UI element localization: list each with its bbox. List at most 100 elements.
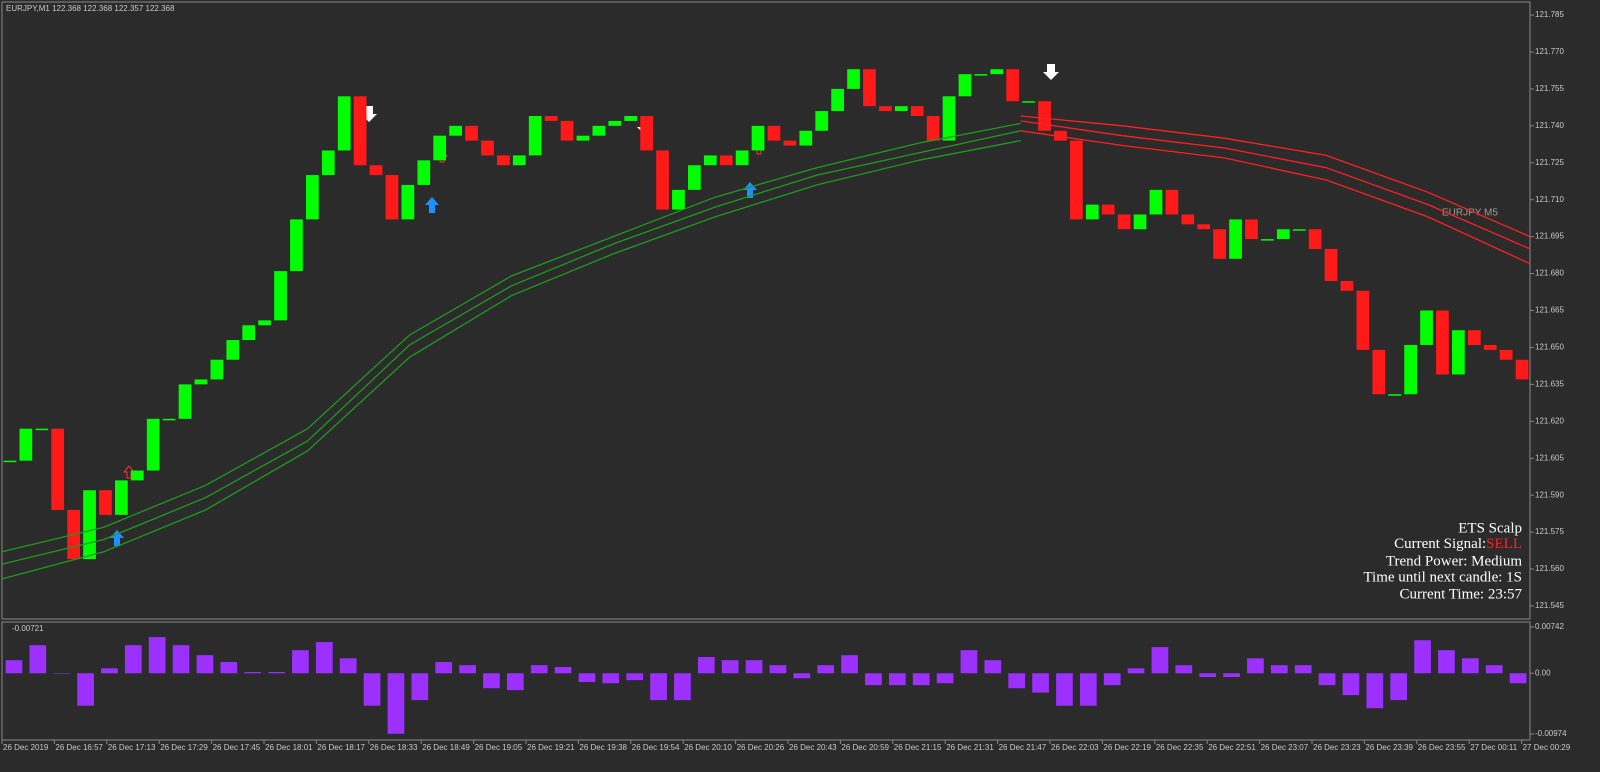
x-tick-label: 26 Dec 20:10 xyxy=(684,743,732,752)
y-tick-label: 121.590 xyxy=(1535,490,1564,499)
candle xyxy=(560,120,574,141)
candle xyxy=(1133,214,1147,230)
plot: 121.785 121.770 121.755 121.740 121.725 121.7… xyxy=(1,10,1571,752)
histogram-bar xyxy=(530,665,548,674)
histogram-bar xyxy=(1509,673,1527,684)
candle xyxy=(528,115,542,156)
histogram-bar xyxy=(769,665,787,674)
candle xyxy=(19,428,33,461)
histogram-bar xyxy=(626,673,644,681)
histogram-bar xyxy=(244,672,262,674)
candle xyxy=(910,106,924,116)
candle xyxy=(1436,310,1449,375)
sub-panel-frame xyxy=(1,621,1531,741)
candle xyxy=(1276,229,1290,240)
histogram-bar xyxy=(1414,640,1431,674)
y-tick-label: -0.00974 xyxy=(1535,729,1567,738)
panel-name: ETS Scalp xyxy=(1458,520,1522,536)
candle xyxy=(672,189,685,210)
moving-average xyxy=(1,122,1021,553)
histogram-bar xyxy=(1461,658,1479,674)
candle xyxy=(1165,189,1179,215)
histogram-bar xyxy=(888,673,906,686)
histogram-bar xyxy=(602,673,620,684)
candle xyxy=(767,125,781,141)
y-tick-label: 121.560 xyxy=(1535,564,1564,573)
histogram-bar xyxy=(721,660,739,674)
candle xyxy=(751,125,765,151)
buy-arrow xyxy=(425,197,439,213)
candle xyxy=(640,115,653,151)
buy-arrow xyxy=(110,530,124,546)
candle xyxy=(1420,310,1433,345)
histogram-bar xyxy=(339,658,357,674)
histogram-bar xyxy=(483,673,500,689)
candle xyxy=(481,140,494,156)
candle xyxy=(417,160,431,185)
x-tick-label: 26 Dec 19:21 xyxy=(527,743,575,752)
candle xyxy=(942,96,956,141)
x-tick-label: 26 Dec 21:15 xyxy=(894,743,942,752)
y-tick-label: 121.620 xyxy=(1535,416,1564,425)
candle xyxy=(703,155,717,166)
candle xyxy=(1245,219,1258,240)
histogram-bar xyxy=(411,673,429,701)
candle xyxy=(1022,101,1035,103)
histogram-bar xyxy=(1032,673,1049,693)
y-tick-label: 121.665 xyxy=(1535,306,1564,315)
histogram-bar xyxy=(865,673,882,686)
candle xyxy=(1213,229,1226,259)
histogram-bar xyxy=(1366,673,1384,709)
oscillator-title: -0.00721 xyxy=(12,624,44,633)
candle xyxy=(258,320,271,326)
overlay-label: EURJPY M5 xyxy=(1442,208,1498,219)
candle xyxy=(958,74,972,97)
candle xyxy=(926,115,940,141)
histogram-bar xyxy=(1390,673,1408,701)
histogram-bar xyxy=(1151,647,1169,674)
y-tick-label: 121.650 xyxy=(1535,343,1564,352)
histogram-bar xyxy=(363,673,381,706)
signal-label: Current Signal: xyxy=(1394,536,1486,552)
candle xyxy=(1324,248,1338,281)
candle xyxy=(178,384,192,419)
histogram-bar xyxy=(1127,668,1145,674)
histogram-bar xyxy=(220,662,238,674)
y-tick-label: 121.710 xyxy=(1535,195,1564,204)
histogram-bar xyxy=(1294,665,1312,674)
histogram-bar xyxy=(984,660,1002,674)
histogram-bar xyxy=(554,667,572,674)
candle xyxy=(688,165,701,190)
candle xyxy=(1499,349,1513,360)
histogram-bar xyxy=(650,673,667,701)
candle xyxy=(624,115,638,121)
candle xyxy=(1101,204,1115,215)
signal-value: SELL xyxy=(1486,536,1522,552)
histogram-bar xyxy=(5,660,23,674)
histogram-bar xyxy=(459,665,476,674)
x-tick-label: 26 Dec 19:38 xyxy=(579,743,627,752)
histogram-bar xyxy=(1223,673,1240,678)
histogram-bar xyxy=(817,665,835,674)
histogram-bar xyxy=(101,668,118,674)
panel-signal: Current Signal:SELL xyxy=(1394,536,1522,552)
candle xyxy=(719,155,733,166)
candle xyxy=(210,359,224,380)
x-tick-label: 26 Dec 23:55 xyxy=(1418,743,1466,752)
x-tick-label: 26 Dec 17:29 xyxy=(160,743,208,752)
candle xyxy=(115,480,128,515)
y-tick-label: 0.00 xyxy=(1535,668,1551,677)
chart-title: EURJPY,M1 122.368 122.368 122.357 122.36… xyxy=(6,4,175,13)
candle xyxy=(576,135,590,141)
x-tick-label: 26 Dec 22:03 xyxy=(1051,743,1099,752)
x-tick-label: 26 Dec 18:49 xyxy=(422,743,470,752)
candle xyxy=(1340,280,1354,291)
sell-arrow xyxy=(1043,64,1059,80)
x-tick-label: 26 Dec 2019 xyxy=(3,743,49,752)
candle xyxy=(1483,344,1497,350)
histogram-bar xyxy=(292,650,309,674)
histogram-bar xyxy=(1270,665,1288,674)
histogram-bar xyxy=(1342,673,1360,696)
candle xyxy=(401,184,415,220)
